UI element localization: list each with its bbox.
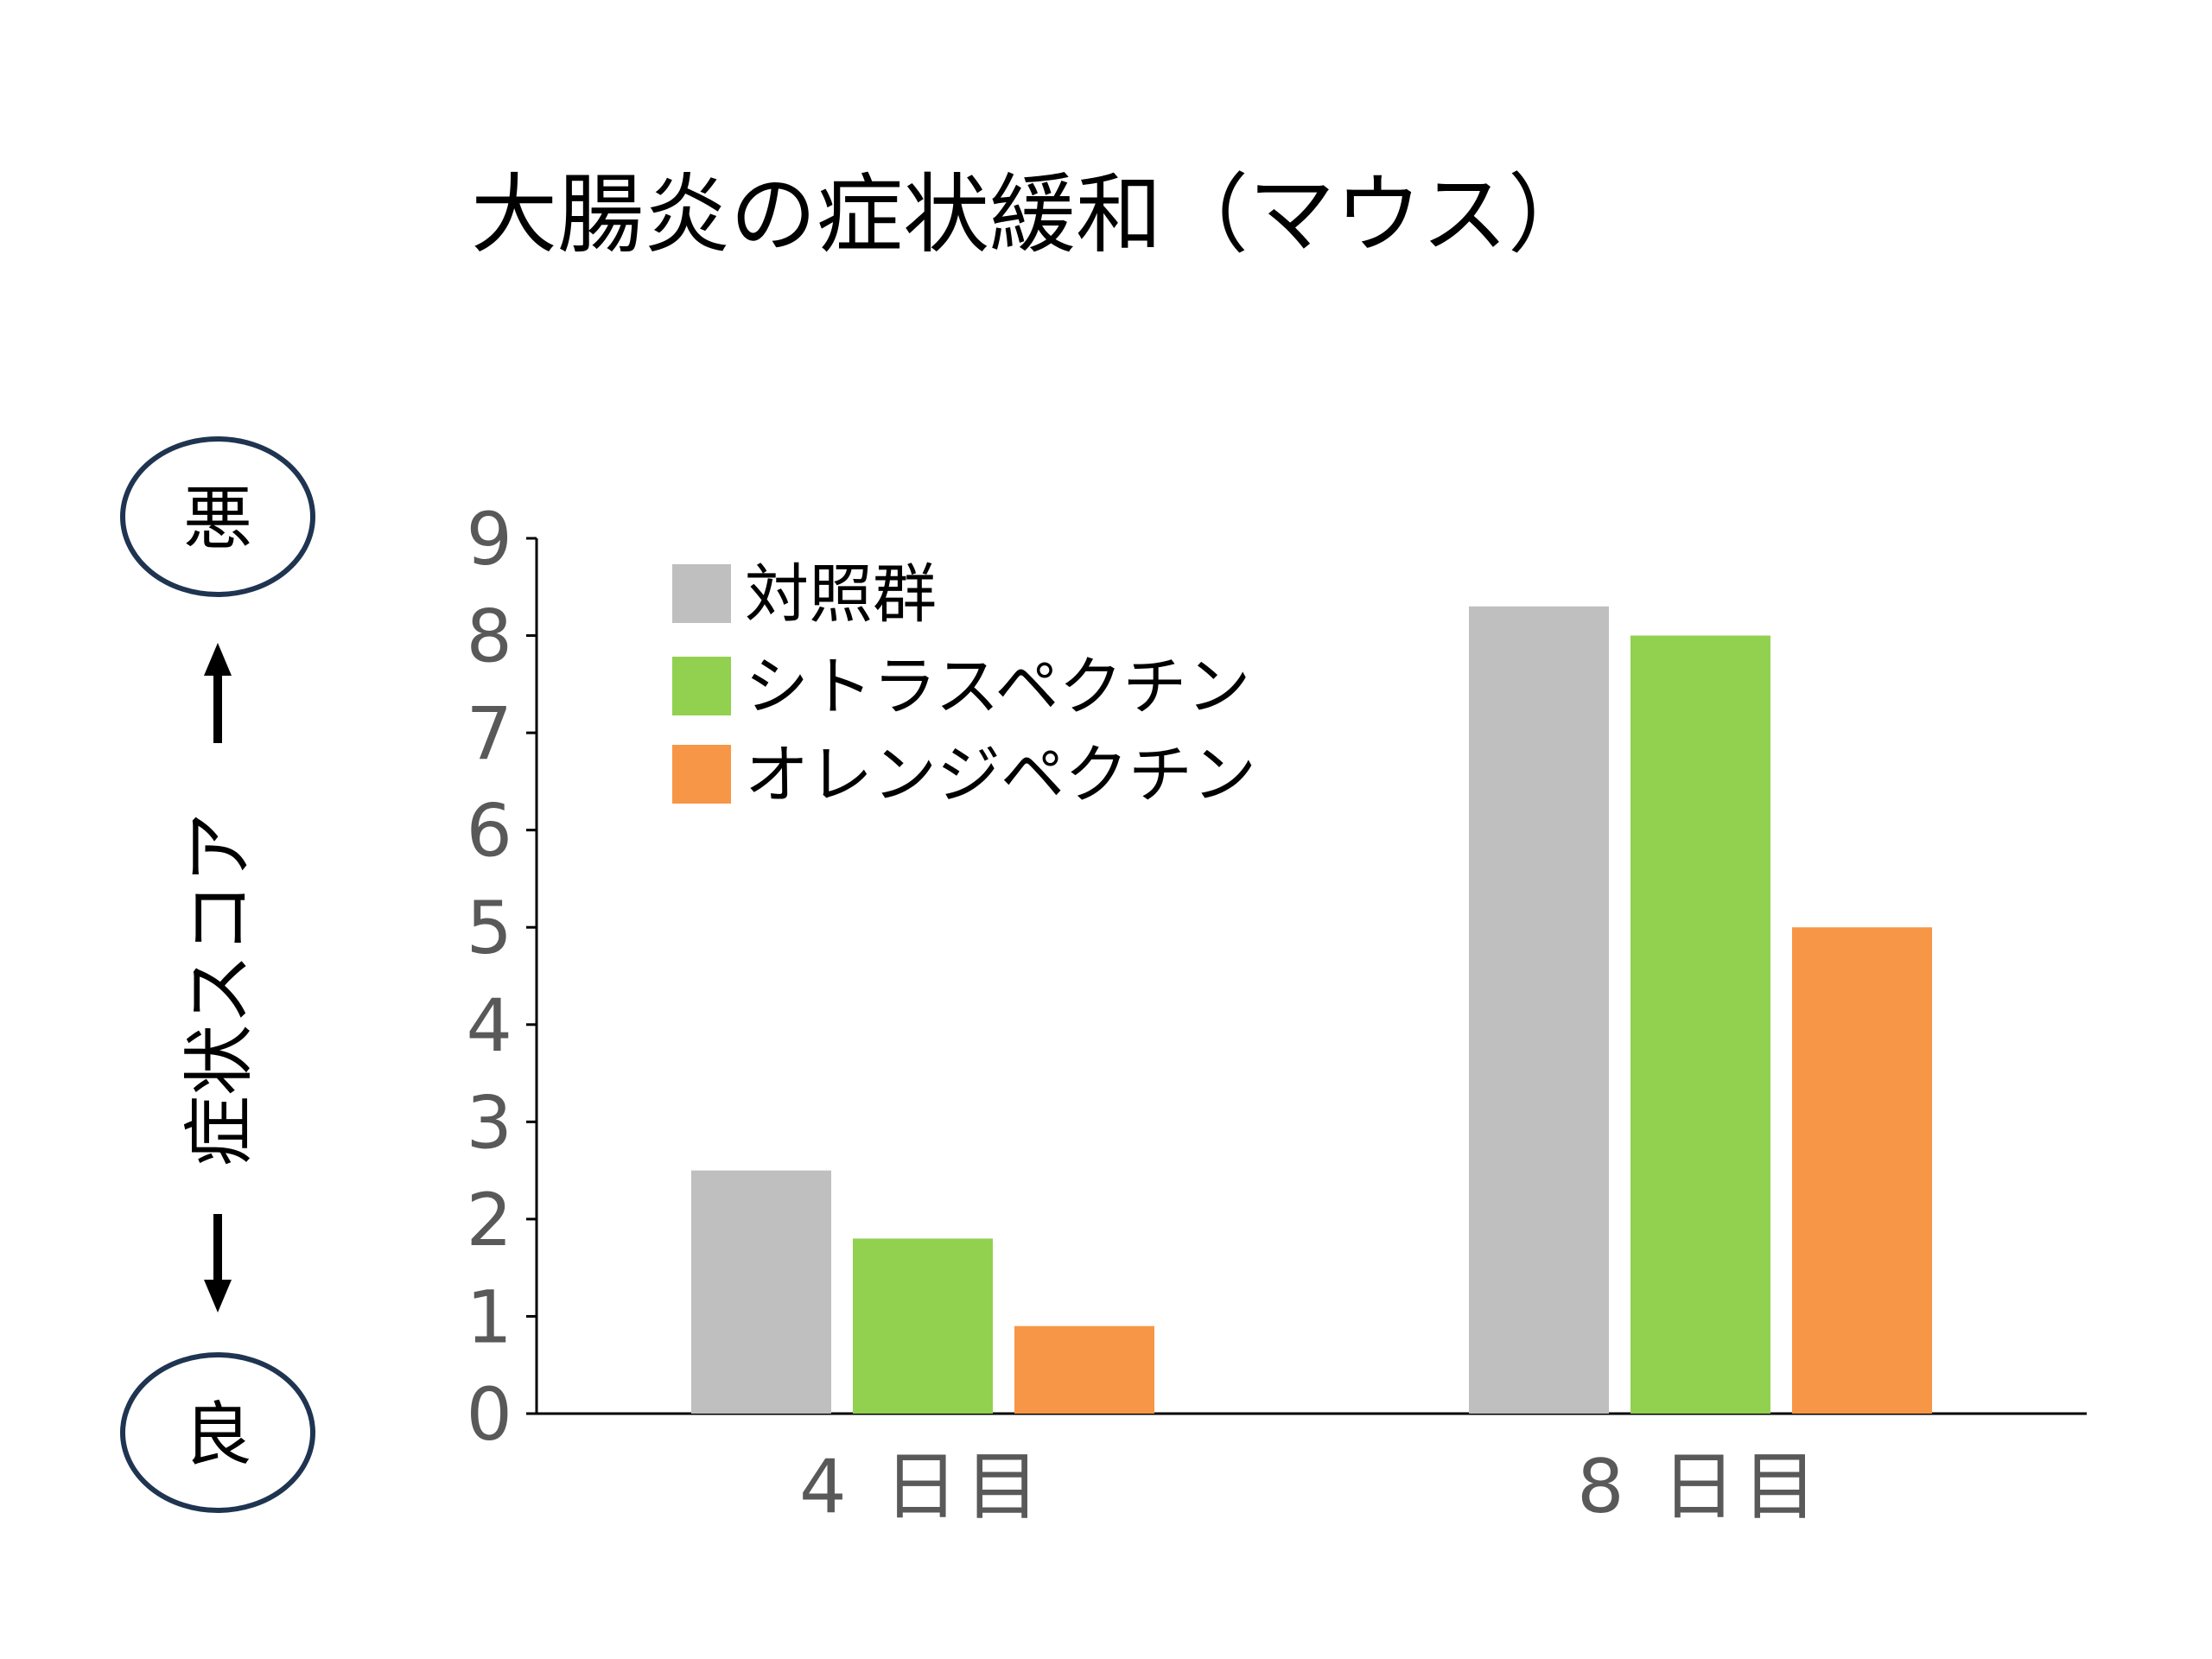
down-arrow-icon xyxy=(204,1214,232,1313)
bars xyxy=(691,606,1932,1414)
bar-1-1 xyxy=(691,1170,831,1414)
x-tick-labels: 4 日目 8 日目 xyxy=(799,1444,1824,1530)
y-tick-label: 6 xyxy=(467,789,512,874)
bar-1-3 xyxy=(1014,1325,1154,1414)
bar-2-1 xyxy=(1469,606,1609,1414)
legend-swatch xyxy=(672,564,731,623)
y-tick-label: 8 xyxy=(467,594,512,679)
chart-title: 大腸炎の症状緩和（マウス） xyxy=(471,164,1594,265)
bad-label: 悪 xyxy=(183,479,252,559)
y-tick-label: 2 xyxy=(467,1178,512,1262)
y-ticks: 0 1 2 3 4 5 6 7 8 9 xyxy=(467,497,537,1457)
y-tick-label: 4 xyxy=(467,983,512,1068)
x-tick-label: 4 日目 xyxy=(799,1444,1046,1530)
y-tick-label: 3 xyxy=(467,1080,512,1165)
legend-label: オレンジペクチン xyxy=(745,738,1256,812)
legend-label: 対照群 xyxy=(745,557,937,632)
y-tick-label: 9 xyxy=(467,497,512,582)
y-tick-label: 0 xyxy=(467,1372,512,1457)
y-axis-label: 症状スコア xyxy=(179,812,261,1166)
y-tick-label: 5 xyxy=(467,886,512,970)
bar-1-2 xyxy=(853,1238,993,1414)
legend-swatch xyxy=(672,657,731,715)
legend-swatch xyxy=(672,745,731,804)
good-label: 良 xyxy=(183,1395,252,1475)
x-tick-label: 8 日目 xyxy=(1577,1444,1824,1530)
y-tick-label: 1 xyxy=(467,1274,512,1359)
severity-scale: 悪 症状スコア 良 xyxy=(120,436,315,1513)
y-tick-label: 7 xyxy=(467,691,512,776)
bad-circle xyxy=(120,436,315,597)
bar-2-2 xyxy=(1630,635,1770,1414)
up-arrow-icon xyxy=(204,643,232,743)
bar-2-3 xyxy=(1792,927,1932,1414)
good-circle xyxy=(120,1352,315,1513)
legend-label: シトラスペクチン xyxy=(745,650,1250,724)
